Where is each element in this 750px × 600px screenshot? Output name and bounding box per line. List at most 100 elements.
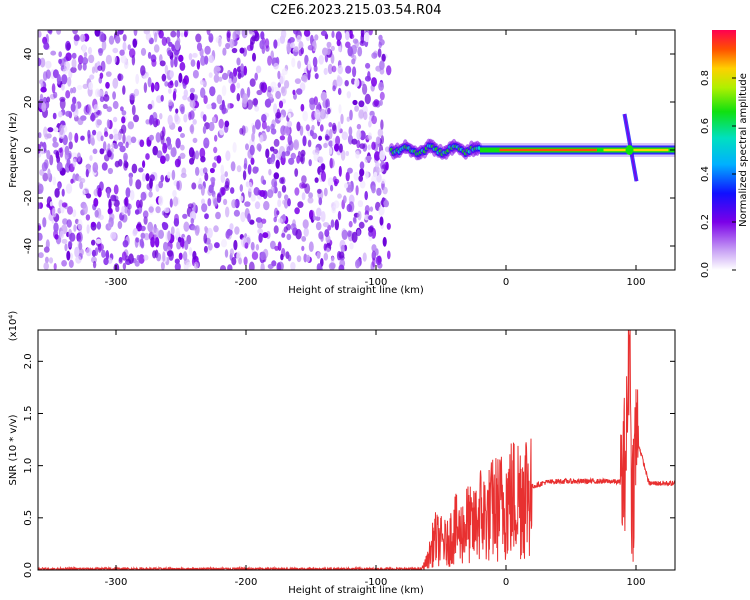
noise-blob xyxy=(277,190,282,199)
noise-blob xyxy=(190,59,196,67)
noise-blob xyxy=(308,192,313,199)
noise-blob xyxy=(100,135,104,142)
spectrogram-ylabel: Frequency (Hz) xyxy=(8,112,19,188)
noise-blob xyxy=(162,251,166,262)
noise-blob xyxy=(203,245,208,253)
noise-blob xyxy=(337,64,343,75)
noise-blob xyxy=(249,144,255,156)
noise-blob xyxy=(296,34,302,43)
noise-blob xyxy=(254,119,261,130)
noise-blob xyxy=(247,213,251,223)
noise-blob xyxy=(46,96,51,103)
noise-blob xyxy=(229,38,235,49)
noise-blob xyxy=(239,184,243,192)
snr-frame xyxy=(37,329,676,571)
noise-blob xyxy=(270,123,275,131)
noise-blob xyxy=(379,216,384,226)
colorbar-ticks: 0.0 0.2 0.4 0.6 0.8 xyxy=(700,70,736,278)
noise-blob xyxy=(328,262,336,270)
noise-blob xyxy=(293,30,299,35)
noise-blob xyxy=(77,63,83,71)
noise-blob xyxy=(233,67,238,77)
y-tick-label: 2.0 xyxy=(23,353,34,369)
y-tick-label: 20 xyxy=(23,96,34,109)
noise-blob xyxy=(318,232,323,240)
x-tick-label: -300 xyxy=(105,277,128,288)
noise-blob xyxy=(63,61,70,71)
noise-blob xyxy=(180,106,185,115)
noise-blob xyxy=(328,140,334,147)
noise-blob xyxy=(195,166,200,176)
noise-blob xyxy=(376,187,382,196)
colorbar-tick-label: 0.8 xyxy=(700,70,711,86)
noise-blob xyxy=(242,170,247,181)
noise-blob xyxy=(337,121,341,132)
noise-blob xyxy=(178,54,184,63)
noise-blob xyxy=(288,112,292,119)
noise-blob xyxy=(300,103,305,112)
noise-blob xyxy=(296,121,301,132)
noise-blob xyxy=(168,99,173,107)
noise-blob xyxy=(297,150,302,158)
noise-blob xyxy=(160,135,165,145)
noise-blob xyxy=(226,228,233,236)
noise-blob xyxy=(293,139,300,151)
noise-blob xyxy=(365,155,372,161)
noise-blob xyxy=(273,103,278,114)
noise-blob xyxy=(121,110,127,116)
noise-blob xyxy=(286,120,293,128)
noise-blob xyxy=(82,62,87,71)
noise-blob xyxy=(245,143,249,151)
noise-blob xyxy=(256,143,262,151)
noise-blob xyxy=(175,138,181,149)
noise-blob xyxy=(215,211,221,220)
noise-blob xyxy=(120,106,124,112)
noise-blob xyxy=(226,31,231,43)
noise-blob xyxy=(164,207,170,214)
noise-blob xyxy=(91,66,96,74)
noise-blob xyxy=(296,255,302,263)
noise-blob xyxy=(247,181,253,193)
noise-blob xyxy=(241,125,246,136)
noise-blob xyxy=(243,256,248,266)
noise-blob xyxy=(98,214,104,221)
noise-blob xyxy=(312,215,317,221)
noise-blob xyxy=(113,199,120,207)
noise-blob xyxy=(316,207,322,218)
noise-blob xyxy=(67,240,73,248)
noise-blob xyxy=(380,119,384,130)
noise-blob xyxy=(151,227,156,235)
noise-blob xyxy=(244,242,249,249)
noise-blob xyxy=(117,30,124,35)
noise-blob xyxy=(169,70,174,78)
noise-blob xyxy=(239,47,245,54)
noise-blob xyxy=(158,195,164,206)
noise-blob xyxy=(106,106,113,113)
noise-blob xyxy=(330,45,335,52)
y-tick-label: 0 xyxy=(23,147,34,153)
noise-blob xyxy=(77,234,82,242)
noise-blob xyxy=(242,93,249,104)
x-tick-label: 100 xyxy=(626,577,645,588)
noise-blob xyxy=(39,93,44,102)
noise-blob xyxy=(345,65,352,74)
noise-blob xyxy=(364,93,371,105)
noise-blob xyxy=(105,250,110,260)
noise-blob xyxy=(70,66,77,73)
noise-blob xyxy=(290,223,297,231)
noise-blob xyxy=(347,167,353,174)
noise-blob xyxy=(76,152,81,162)
noise-blob xyxy=(95,238,102,244)
noise-blob xyxy=(322,222,330,228)
noise-blob xyxy=(364,31,370,43)
noise-blob xyxy=(167,171,171,179)
noise-blob xyxy=(68,259,74,268)
noise-blob xyxy=(249,78,256,87)
noise-blob xyxy=(381,53,386,63)
noise-blob xyxy=(102,141,107,152)
noise-blob xyxy=(382,186,388,195)
noise-blob xyxy=(236,93,241,102)
noise-blob xyxy=(189,211,197,221)
noise-blob xyxy=(160,261,165,270)
